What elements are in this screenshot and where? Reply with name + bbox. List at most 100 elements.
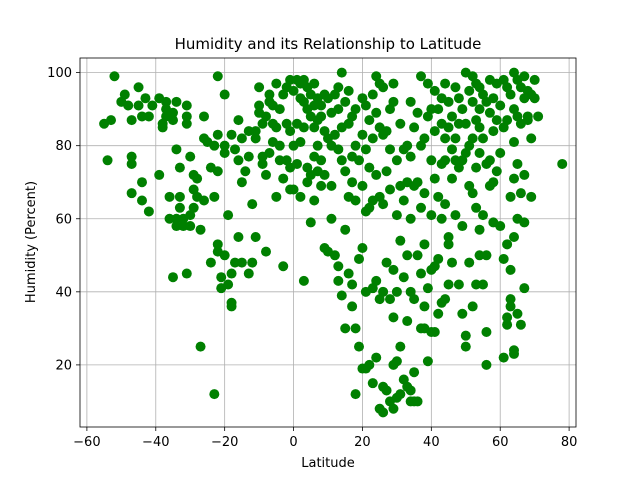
data-point (340, 166, 351, 177)
data-point (226, 129, 237, 140)
data-point (426, 210, 437, 221)
data-point (171, 221, 182, 232)
data-point (391, 356, 402, 367)
data-point (474, 147, 485, 158)
data-point (285, 126, 296, 137)
data-point (481, 250, 492, 261)
data-point (371, 352, 382, 363)
data-point (233, 155, 244, 166)
data-point (391, 210, 402, 221)
data-point (347, 279, 358, 290)
data-point (491, 166, 502, 177)
data-point (405, 96, 416, 107)
data-point (436, 213, 447, 224)
data-point (329, 250, 340, 261)
data-point (350, 140, 361, 151)
data-point (254, 100, 265, 111)
data-point (240, 166, 251, 177)
data-point (429, 126, 440, 137)
data-point (195, 224, 206, 235)
data-point (416, 202, 426, 213)
data-point (378, 199, 389, 210)
data-point (357, 180, 368, 191)
data-point (185, 221, 196, 232)
data-point (433, 308, 444, 319)
data-point (419, 239, 430, 250)
data-point (230, 144, 240, 155)
data-point (509, 348, 519, 359)
data-point (519, 217, 530, 228)
y-tick-label: 40 (55, 285, 72, 300)
data-point (261, 169, 271, 180)
data-point (188, 202, 199, 213)
data-point (364, 115, 375, 126)
data-point (426, 104, 437, 115)
data-point (247, 199, 258, 210)
data-point (336, 67, 347, 78)
data-point (226, 301, 237, 312)
y-axis-ticks: 20 40 60 80 100 (47, 66, 80, 373)
data-point (288, 184, 299, 195)
data-point (381, 166, 392, 177)
data-point (429, 85, 440, 96)
data-point (505, 191, 516, 202)
data-point (219, 89, 230, 100)
data-point (329, 129, 340, 140)
data-point (181, 100, 192, 111)
data-point (371, 169, 382, 180)
data-point (333, 261, 344, 272)
data-point (350, 195, 361, 206)
data-point (261, 111, 271, 122)
data-point (443, 239, 454, 250)
data-point (133, 100, 144, 111)
data-point (350, 323, 361, 334)
data-point (168, 115, 178, 126)
data-point (388, 78, 399, 89)
data-point (471, 162, 482, 173)
data-point (526, 191, 537, 202)
data-point (367, 378, 378, 389)
x-tick-label: −60 (73, 435, 100, 450)
data-point (405, 151, 416, 162)
data-point (126, 188, 137, 199)
data-point (433, 253, 444, 264)
data-point (298, 122, 309, 133)
data-point (422, 283, 433, 294)
data-point (398, 195, 409, 206)
data-point (381, 257, 392, 268)
data-point (412, 396, 423, 407)
data-point (405, 385, 416, 396)
x-tick-label: −20 (211, 435, 238, 450)
data-point (336, 290, 347, 301)
data-point (243, 268, 254, 279)
data-point (212, 71, 223, 82)
data-point (474, 104, 485, 115)
chart-title: Humidity and its Relationship to Latitud… (175, 35, 482, 53)
data-point (257, 158, 268, 169)
data-point (181, 111, 192, 122)
data-point (371, 107, 382, 118)
data-point (457, 308, 468, 319)
data-point (385, 294, 395, 305)
data-point (367, 89, 378, 100)
data-point (316, 155, 327, 166)
data-point (471, 279, 482, 290)
y-axis-label: Humidity (Percent) (24, 181, 39, 303)
data-point (426, 155, 437, 166)
data-point (161, 96, 172, 107)
data-point (340, 224, 351, 235)
data-point (529, 93, 540, 104)
data-point (316, 180, 327, 191)
data-point (526, 133, 537, 144)
data-point (515, 188, 526, 199)
data-point (405, 213, 416, 224)
data-point (529, 74, 540, 85)
data-point (243, 126, 254, 137)
data-point (305, 217, 316, 228)
data-point (460, 341, 471, 352)
data-point (453, 279, 464, 290)
data-point (274, 104, 285, 115)
data-point (495, 100, 506, 111)
data-point (340, 96, 351, 107)
data-point (295, 191, 306, 202)
